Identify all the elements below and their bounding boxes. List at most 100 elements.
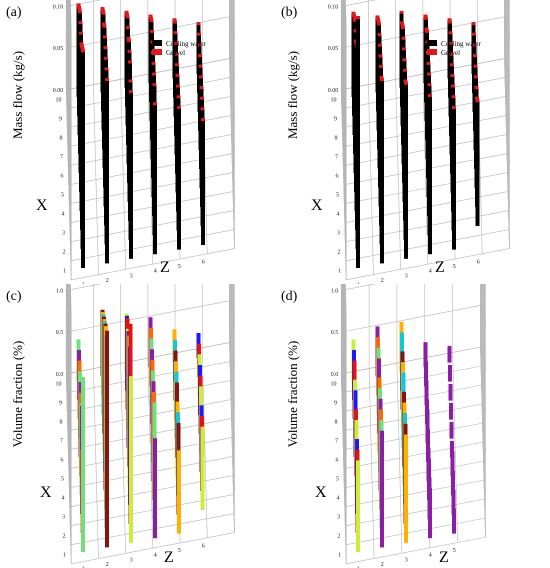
gravel-cap (376, 17, 380, 21)
gravel-cap (450, 73, 455, 77)
x-tick-label: 1 (338, 268, 341, 274)
x-tick-label: 9 (334, 400, 337, 406)
bar (153, 104, 157, 255)
z-tick-label: 4 (429, 269, 432, 275)
gravel-cap (375, 15, 380, 19)
bar (450, 451, 455, 477)
y-axis-label: Volume fraction (%) (285, 341, 300, 448)
gravel-cap (104, 67, 109, 71)
bar (201, 120, 205, 245)
chart-panel-b: 0.000.050.100.150.200.250.30123456789101… (275, 0, 550, 284)
chart-svg: 0.00.51.01.52.02.53.01234567891012345Vol… (281, 284, 486, 568)
z-tick-label: 2 (106, 278, 109, 284)
gravel-cap (80, 47, 85, 50)
gravel-cap (197, 32, 201, 36)
y-tick-label: 0.10 (53, 4, 64, 10)
gravel-cap (377, 22, 381, 26)
gravel-cap (451, 95, 456, 99)
z-tick-label: 3 (405, 273, 408, 279)
z-tick-label: 4 (154, 269, 157, 275)
gravel-cap (105, 78, 109, 82)
z-tick-label: 1 (82, 567, 85, 568)
gravel-cap (356, 16, 360, 19)
gravel-cap (428, 93, 432, 97)
gravel-cap (449, 41, 453, 45)
gravel-cap (128, 79, 133, 83)
gravel-cap (351, 11, 356, 15)
gravel-cap (399, 10, 404, 14)
gravel-cap (376, 20, 381, 24)
gravel-cap (473, 54, 477, 57)
y-tick-label: 0.0 (56, 372, 64, 378)
gravel-cap (472, 32, 476, 36)
z-tick-label: 6 (202, 260, 205, 266)
bar (450, 440, 454, 458)
x-tick-label: 3 (62, 514, 65, 520)
x-tick-label: 10 (56, 97, 62, 103)
bar (428, 488, 432, 539)
y-tick-label: 0.5 (56, 330, 64, 336)
bar (447, 345, 452, 363)
x-tick-label: 2 (63, 249, 66, 255)
gravel-cap (379, 75, 384, 79)
gravel-cap (475, 99, 480, 102)
gravel-cap (472, 43, 477, 47)
x-tick-label: 8 (60, 419, 63, 425)
bar (380, 430, 384, 548)
gravel-cap (449, 52, 454, 56)
gravel-cap (101, 11, 106, 15)
x-tick-label: 3 (62, 230, 65, 236)
panel-label: (a) (6, 5, 22, 20)
x-tick-label: 3 (337, 514, 340, 520)
gravel-cap (102, 24, 107, 28)
x-tick-label: 7 (335, 438, 338, 444)
bar (428, 95, 432, 255)
z-tick-label: 4 (429, 553, 432, 559)
panel-label: (c) (6, 289, 22, 304)
bar (448, 383, 453, 401)
z-tick-label: 3 (130, 557, 133, 563)
gravel-cap (174, 52, 179, 56)
z-tick-label: 6 (202, 544, 205, 550)
x-tick-label: 6 (61, 457, 64, 463)
bar (404, 83, 408, 259)
z-tick-label: 1 (82, 283, 85, 285)
gravel-cap (378, 54, 383, 58)
gravel-cap (401, 36, 406, 40)
legend-swatch (152, 40, 162, 46)
x-tick-label: 2 (338, 533, 341, 539)
gravel-cap (353, 18, 357, 22)
gravel-cap (103, 35, 107, 39)
y-tick-label: 0.5 (331, 330, 339, 336)
gravel-cap (425, 29, 429, 33)
gravel-cap (174, 41, 178, 45)
z-tick-label: 6 (477, 260, 480, 266)
bar (475, 101, 480, 226)
gravel-cap (452, 105, 456, 109)
gravel-cap (199, 86, 204, 89)
bar (448, 364, 452, 382)
gravel-cap (423, 14, 428, 18)
gravel-cap (149, 16, 153, 20)
x-tick-label: 8 (60, 135, 63, 141)
z-tick-label: 1 (357, 283, 360, 285)
gravel-cap (427, 83, 432, 87)
gravel-cap (175, 73, 180, 77)
gravel-cap (125, 13, 129, 17)
gravel-cap (200, 107, 205, 111)
gravel-cap (379, 65, 383, 69)
x-tick-label: 8 (335, 419, 338, 425)
gravel-cap (127, 39, 131, 43)
gravel-cap (149, 19, 154, 23)
bar (105, 330, 109, 548)
y-tick-label: 0.00 (328, 88, 339, 94)
z-tick-label: 5 (178, 264, 181, 270)
gravel-cap (427, 72, 431, 76)
z-tick-label: 3 (130, 273, 133, 279)
y-axis-label: Mass flow (kg/s) (285, 51, 300, 139)
bar (200, 426, 205, 510)
x-tick-label: 5 (336, 476, 339, 482)
gravel-cap (448, 31, 453, 35)
gravel-cap (201, 118, 205, 121)
